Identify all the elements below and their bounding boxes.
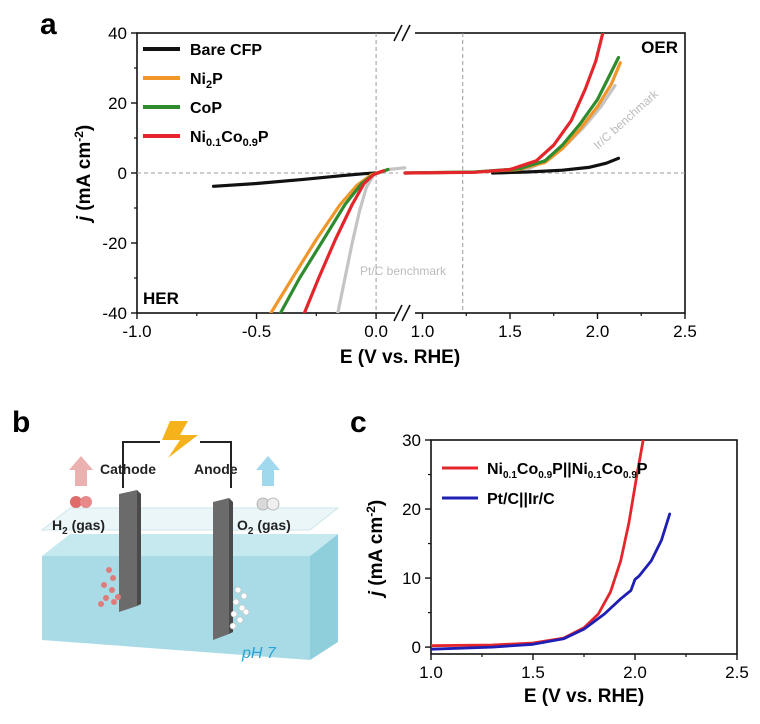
- series-line-ni2p-0: [269, 167, 390, 313]
- series-lines: [211, 33, 622, 313]
- lightning-bolt-icon: [162, 421, 198, 458]
- o2-up-arrow-icon: [256, 456, 280, 486]
- legend-label-ni01co09p: Ni0.1Co0.9P: [190, 129, 269, 149]
- h2-bubble: [110, 575, 116, 581]
- o2-bubble: [234, 586, 242, 594]
- panel-b-illustration: Cathode Anode H2 (gas) O2 (gas) pH 7: [40, 421, 340, 662]
- x-tick-label: -0.5: [242, 322, 271, 341]
- legend-label-bare-cfp: Bare CFP: [190, 42, 262, 59]
- ph-label: pH 7: [241, 645, 277, 662]
- water-side: [310, 534, 338, 660]
- legend-label-pt-ir: Pt/C||Ir/C: [487, 491, 555, 508]
- her-label: HER: [143, 289, 179, 308]
- o2-bubble: [232, 598, 240, 606]
- ir-c-benchmark-label: Ir/C benchmark: [591, 86, 662, 152]
- panel-a-y-axis-title: j (mA cm-2): [72, 125, 95, 225]
- y-tick-label: -40: [102, 304, 127, 323]
- h2-up-arrow-icon: [69, 456, 93, 486]
- cathode-electrode: [119, 490, 137, 612]
- series-line-cop-1: [403, 55, 621, 175]
- circuit-wire-left: [122, 441, 160, 488]
- x-tick-label: 1.5: [521, 663, 545, 682]
- water-surface: [42, 534, 338, 556]
- o2-bubble: [236, 616, 244, 624]
- series-line-bare-cfp-1: [490, 156, 621, 175]
- h2-bubble: [109, 587, 115, 593]
- panel-a-x-axis-title: E (V vs. RHE): [340, 347, 460, 368]
- panel-c-letter: c: [350, 406, 367, 439]
- legend: Bare CFP Ni2P CoP Ni0.1Co0.9P: [143, 42, 269, 149]
- anode-electrode: [213, 498, 229, 640]
- anode-label: Anode: [194, 461, 238, 477]
- o2-gas-label: O2 (gas): [237, 517, 291, 537]
- h2-bubble: [106, 567, 112, 573]
- circuit-wire-right: [200, 441, 232, 488]
- o2-bubble: [229, 622, 237, 630]
- legend: Ni0.1Co0.9P||Ni0.1Co0.9P Pt/C||Ir/C: [442, 461, 648, 508]
- y-tick-label: 10: [402, 569, 421, 588]
- series-line-bare-cfp-0: [211, 171, 378, 188]
- water-front: [42, 556, 310, 660]
- y-tick-label: 40: [108, 24, 127, 43]
- panel-c-chart: 1.0 1.5 2.0 2.5 30 20 10 0 Ni0.1Co0.9P||Ni0.1C…: [364, 431, 749, 707]
- h2-gas-label: H2 (gas): [52, 517, 105, 537]
- x-tick-label: 2.5: [725, 663, 749, 682]
- x-tick-label: 2.5: [673, 322, 697, 341]
- series-line-ni0-1co0-9p-ni0-1co0-9p: [431, 440, 645, 648]
- y-tick-label: -20: [102, 234, 127, 253]
- o2-bubble: [238, 604, 246, 612]
- x-tick-label: 1.0: [411, 322, 435, 341]
- panel-a-letter: a: [40, 8, 57, 41]
- series-line-pt-c-0: [336, 166, 407, 313]
- x-tick-label: 2.0: [586, 322, 610, 341]
- y-tick-label: 0: [412, 638, 421, 657]
- h2-molecule-icon: [70, 496, 82, 508]
- panel-c-y-axis-title: j (mA cm-2): [364, 500, 387, 600]
- series-lines: [431, 440, 672, 651]
- legend-label-ni2p: Ni2P: [190, 71, 223, 91]
- oer-label: OER: [641, 38, 678, 57]
- h2-bubbles: [98, 567, 121, 607]
- h2-bubble: [101, 582, 107, 588]
- series-line-ni0-1co0-9p-0: [302, 169, 385, 313]
- x-ticks: 1.0 1.5 2.0 2.5: [419, 654, 749, 682]
- h2-bubble: [98, 601, 104, 607]
- legend-label-ni-co-p: Ni0.1Co0.9P||Ni0.1Co0.9P: [487, 461, 648, 481]
- h2-bubble: [115, 594, 121, 600]
- o2-bubble: [230, 610, 238, 618]
- series-line-ni0-1co0-9p-1: [403, 33, 605, 175]
- h2-bubble: [103, 595, 109, 601]
- cathode-electrode-side: [137, 490, 141, 606]
- x-tick-label: 1.0: [419, 663, 443, 682]
- series-line-pt-c-ir-c: [431, 512, 672, 651]
- o2-bubble: [242, 608, 250, 616]
- o2-bubbles: [229, 586, 250, 630]
- y-tick-label: 30: [402, 431, 421, 450]
- pt-c-benchmark-label: Pt/C benchmark: [360, 264, 447, 278]
- x-tick-label: -1.0: [122, 322, 151, 341]
- x-tick-label: 0.0: [364, 322, 388, 341]
- y-ticks: 40 20 0 -20 -40: [102, 24, 137, 323]
- panel-b-letter: b: [12, 406, 30, 439]
- y-tick-label: 0: [118, 164, 127, 183]
- x-tick-label: 1.5: [498, 322, 522, 341]
- x-tick-label: 2.0: [623, 663, 647, 682]
- cathode-label: Cathode: [100, 461, 156, 477]
- legend-label-cop: CoP: [190, 100, 222, 117]
- anode-electrode-side: [229, 498, 233, 634]
- y-tick-label: 20: [108, 94, 127, 113]
- h2-bubble: [111, 599, 117, 605]
- o2-bubble: [240, 592, 248, 600]
- y-tick-label: 20: [402, 500, 421, 519]
- y-ticks: 30 20 10 0: [402, 431, 431, 657]
- axis-break-marks: [393, 24, 411, 322]
- x-ticks: -1.0 -0.5 0.0 1.0 1.5 2.0 2.5: [122, 313, 697, 341]
- panel-c-x-axis-title: E (V vs. RHE): [524, 686, 644, 707]
